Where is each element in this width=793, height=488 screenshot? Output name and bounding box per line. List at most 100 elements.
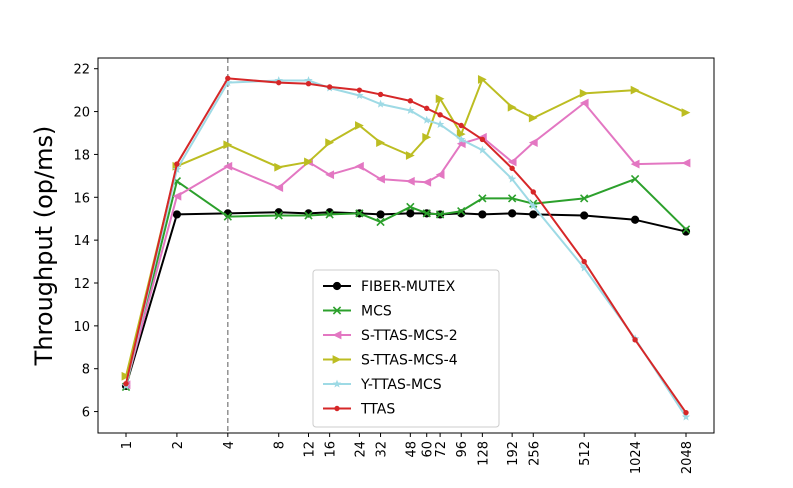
data-point — [407, 98, 414, 104]
data-point — [376, 217, 385, 227]
data-point — [456, 129, 466, 139]
legend-swatch-marker — [332, 281, 342, 291]
data-point — [172, 191, 182, 201]
data-point — [422, 177, 432, 187]
data-point — [528, 113, 538, 123]
y-tick-label: 18 — [73, 148, 90, 163]
data-point — [406, 209, 415, 218]
y-axis-label: Throughput (op/ms) — [30, 126, 58, 367]
plot-frame — [97, 57, 715, 434]
x-tick-label: 2 — [171, 441, 186, 449]
data-point — [479, 136, 486, 143]
x-tick-label: 128 — [476, 441, 491, 466]
legend-item: FIBER-MUTEX — [323, 279, 456, 295]
data-point — [355, 161, 364, 171]
data-point — [579, 88, 589, 98]
legend-label: TTAS — [360, 402, 395, 418]
data-point — [276, 79, 282, 86]
data-point — [355, 209, 364, 218]
data-point — [376, 99, 385, 108]
x-tick-label: 512 — [578, 441, 593, 466]
data-point — [305, 81, 312, 87]
data-point — [274, 211, 283, 220]
data-point — [406, 106, 415, 115]
data-point — [355, 121, 364, 130]
legend-item: MCS — [323, 304, 392, 320]
data-point — [580, 263, 589, 272]
legend-item: S-TTAS-MCS-2 — [323, 328, 458, 344]
data-point — [405, 176, 415, 186]
data-point — [174, 161, 180, 167]
data-point — [478, 194, 487, 203]
data-point — [457, 207, 466, 216]
legend-swatch-marker — [334, 405, 340, 412]
data-point — [304, 211, 313, 220]
x-tick-label: 1 — [120, 441, 135, 449]
x-tick-label: 48 — [404, 441, 419, 458]
data-point — [223, 212, 232, 221]
data-point — [437, 112, 443, 118]
data-point — [223, 140, 233, 150]
x-tick-label: 72 — [434, 441, 449, 458]
y-tick-label: 6 — [82, 406, 90, 421]
y-tick-label: 10 — [73, 320, 90, 335]
data-point — [377, 91, 384, 98]
data-point — [681, 227, 691, 236]
data-point — [435, 120, 445, 128]
data-point — [424, 105, 430, 112]
y-tick-label: 16 — [73, 191, 90, 206]
legend-label: FIBER-MUTEX — [361, 279, 456, 295]
data-point — [458, 122, 464, 129]
data-point — [528, 138, 538, 148]
legend-swatch-marker — [332, 355, 342, 364]
data-point — [681, 108, 691, 118]
data-point — [376, 174, 385, 184]
x-tick-label: 1024 — [629, 441, 644, 474]
x-tick-label: 16 — [324, 441, 339, 458]
data-point — [579, 98, 589, 108]
data-point — [172, 210, 182, 219]
y-tick-label: 12 — [73, 277, 90, 292]
data-point — [405, 151, 415, 160]
data-point — [507, 194, 517, 203]
data-point — [507, 157, 517, 167]
legend-label: S-TTAS-MCS-2 — [361, 328, 458, 344]
x-tick-label: 256 — [527, 441, 542, 466]
legend-label: Y-TTAS-MCS — [360, 377, 442, 393]
series-line — [125, 79, 687, 418]
data-point — [509, 165, 515, 172]
data-point — [435, 170, 445, 180]
data-point — [223, 78, 232, 87]
x-tick-label: 192 — [506, 441, 521, 466]
data-point — [325, 170, 335, 180]
x-tick-label: 4 — [222, 441, 237, 449]
legend-item: TTAS — [323, 402, 395, 418]
data-point — [478, 210, 487, 219]
data-point — [376, 210, 385, 219]
series-line — [125, 77, 687, 414]
x-tick-label: 32 — [375, 441, 390, 458]
data-point — [304, 76, 313, 85]
data-point — [457, 135, 466, 143]
legend-label: S-TTAS-MCS-4 — [361, 353, 458, 369]
data-point — [121, 371, 131, 381]
data-point — [274, 162, 284, 172]
data-point — [530, 189, 536, 195]
series-line — [125, 78, 687, 377]
data-point — [507, 174, 517, 183]
series-line — [125, 102, 687, 386]
x-tick-label: 60 — [421, 441, 436, 458]
data-point — [304, 157, 313, 167]
x-tick-label: 24 — [353, 441, 368, 458]
data-point — [123, 381, 129, 387]
data-point — [681, 158, 691, 168]
y-tick-label: 14 — [73, 234, 90, 249]
data-point — [274, 183, 284, 193]
legend-item: Y-TTAS-MCS — [323, 377, 442, 393]
legend-swatch-marker — [332, 330, 342, 340]
legend: FIBER-MUTEX MCS S-TTAS-MCS-2 S-TTAS-MCS-4 Y-… — [312, 269, 500, 428]
y-tick-label: 22 — [73, 63, 90, 78]
data-point — [508, 209, 517, 218]
data-point — [223, 161, 233, 171]
